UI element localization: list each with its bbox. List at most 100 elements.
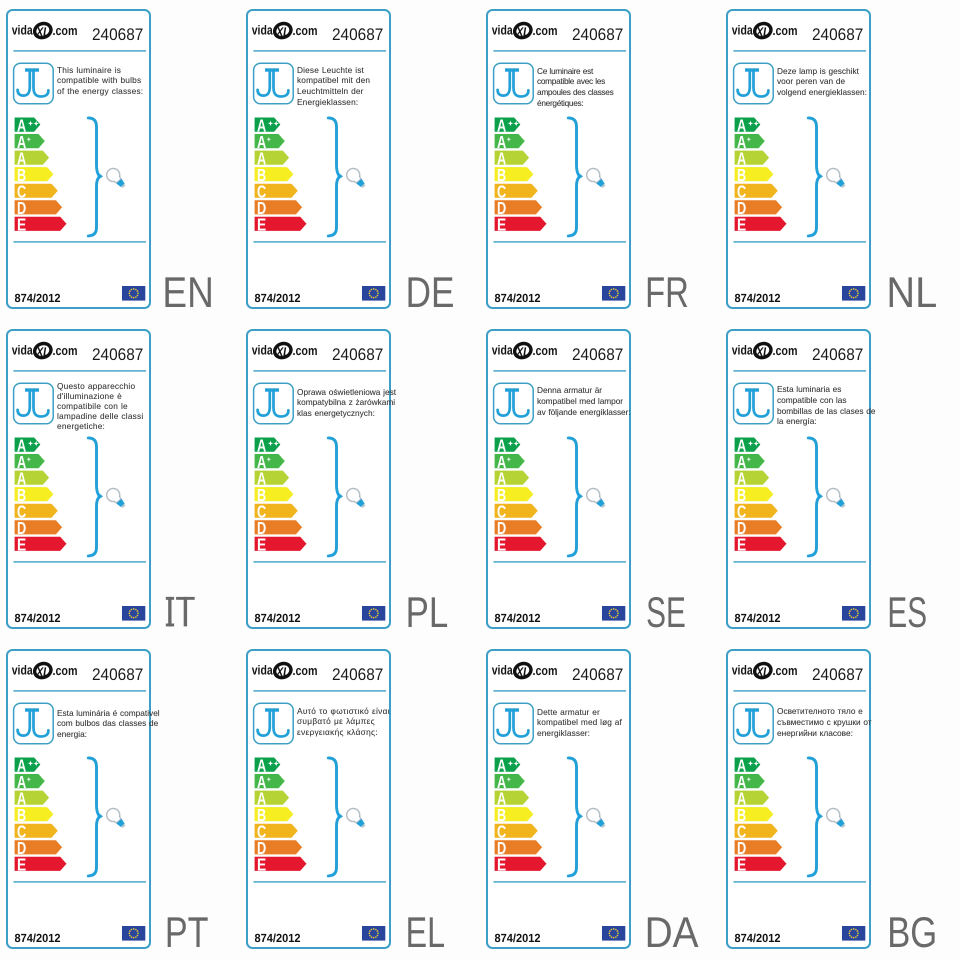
svg-text:A: A [497,435,507,455]
svg-text:A: A [737,452,747,472]
svg-text:C: C [17,502,27,522]
svg-text:XL: XL [515,665,529,679]
svg-text:D: D [257,838,266,858]
svg-text:.com: .com [53,23,78,38]
svg-text:B: B [257,805,266,825]
svg-text:E: E [737,535,746,555]
svg-text:XL: XL [515,25,529,39]
svg-text:.com: .com [293,663,318,678]
svg-text:E: E [17,215,26,235]
svg-text:NL: NL [886,269,937,317]
svg-text:240687: 240687 [332,665,383,684]
svg-text:D: D [737,518,746,538]
svg-text:874/2012: 874/2012 [735,291,781,305]
svg-text:XL: XL [755,665,769,679]
svg-text:A: A [17,755,27,775]
svg-text:A: A [737,789,747,809]
svg-text:240687: 240687 [572,665,623,684]
svg-text:XL: XL [275,345,289,359]
svg-text:C: C [257,822,267,842]
svg-text:A: A [737,772,747,792]
svg-text:E: E [257,855,266,875]
svg-text:E: E [737,855,746,875]
svg-text:240687: 240687 [92,25,143,44]
svg-text:XL: XL [755,25,769,39]
svg-text:874/2012: 874/2012 [255,611,301,625]
svg-text:E: E [257,215,266,235]
svg-text:XL: XL [755,345,769,359]
svg-text:A: A [497,149,507,169]
svg-text:874/2012: 874/2012 [15,291,61,305]
svg-text:D: D [257,198,266,218]
svg-text:C: C [257,182,267,202]
svg-text:240687: 240687 [332,25,383,44]
svg-text:240687: 240687 [92,665,143,684]
svg-text:B: B [257,485,266,505]
svg-text:240687: 240687 [572,25,623,44]
svg-text:C: C [497,502,507,522]
svg-text:E: E [737,215,746,235]
svg-text:A: A [497,469,507,489]
svg-text:C: C [17,822,27,842]
svg-text:240687: 240687 [812,345,863,364]
svg-text:D: D [17,518,26,538]
svg-text:B: B [737,485,746,505]
svg-text:A: A [497,755,507,775]
svg-text:874/2012: 874/2012 [15,611,61,625]
svg-text:ES: ES [887,589,927,637]
svg-text:E: E [257,535,266,555]
svg-text:A: A [497,452,507,472]
svg-text:874/2012: 874/2012 [15,931,61,945]
svg-text:C: C [257,502,267,522]
svg-text:FR: FR [645,269,689,317]
svg-text:A: A [497,115,507,135]
svg-text:vida: vida [252,343,274,358]
svg-text:A: A [737,132,747,152]
svg-text:A: A [257,132,267,152]
svg-text:A: A [17,149,27,169]
svg-text:240687: 240687 [812,25,863,44]
svg-text:EL: EL [406,909,445,957]
svg-text:vida: vida [492,343,514,358]
svg-text:A: A [497,132,507,152]
svg-text:E: E [497,215,506,235]
svg-text:DE: DE [406,269,455,317]
svg-text:.com: .com [533,343,558,358]
svg-text:A: A [257,115,267,135]
svg-text:C: C [737,502,747,522]
svg-text:240687: 240687 [92,345,143,364]
svg-text:E: E [17,855,26,875]
svg-text:XL: XL [275,25,289,39]
svg-text:XL: XL [35,25,49,39]
svg-text:.com: .com [533,663,558,678]
svg-text:.com: .com [533,23,558,38]
svg-text:D: D [257,518,266,538]
svg-text:874/2012: 874/2012 [735,611,781,625]
svg-text:B: B [497,485,506,505]
svg-text:874/2012: 874/2012 [495,291,541,305]
svg-text:874/2012: 874/2012 [495,931,541,945]
svg-text:874/2012: 874/2012 [735,931,781,945]
svg-text:D: D [497,518,506,538]
svg-text:C: C [17,182,27,202]
svg-text:A: A [17,132,27,152]
svg-text:A: A [737,755,747,775]
svg-text:A: A [737,149,747,169]
svg-text:E: E [497,855,506,875]
svg-text:BG: BG [887,909,937,957]
svg-text:A: A [17,115,27,135]
svg-text:D: D [17,838,26,858]
svg-text:C: C [497,182,507,202]
svg-text:SE: SE [646,589,686,637]
svg-text:vida: vida [252,663,274,678]
svg-text:.com: .com [53,663,78,678]
svg-text:D: D [737,838,746,858]
svg-text:PT: PT [165,909,209,957]
svg-text:A: A [257,772,267,792]
svg-text:A: A [737,469,747,489]
svg-text:B: B [737,805,746,825]
svg-text:XL: XL [35,665,49,679]
svg-text:.com: .com [773,663,798,678]
svg-text:vida: vida [252,23,274,38]
svg-text:PL: PL [406,589,449,637]
